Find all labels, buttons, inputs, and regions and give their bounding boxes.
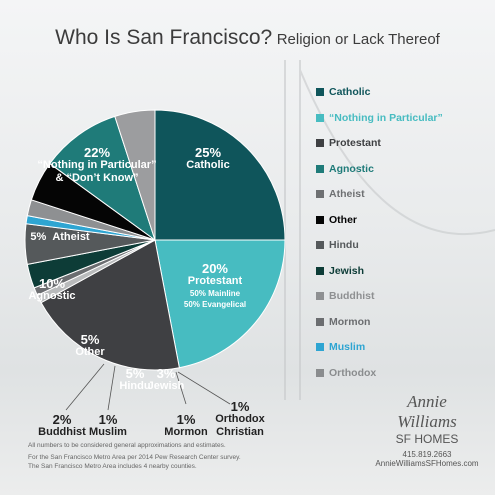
- legend-label: Agnostic: [329, 162, 374, 175]
- slice-label: 5% Hindu: [119, 367, 150, 393]
- slice-label: 1% Muslim: [89, 413, 127, 439]
- legend-swatch: [316, 164, 324, 173]
- legend-entry: Catholic: [316, 86, 370, 98]
- value-label: 1%: [98, 412, 118, 427]
- legend-entry: Buddhist: [316, 290, 375, 302]
- footnote: All numbers to be considered general app…: [28, 442, 226, 449]
- category-label: Agnostic: [28, 290, 76, 302]
- slice-label: 10% Agnostic: [28, 277, 75, 303]
- pie-slice: [40, 239, 180, 371]
- slice-note: 50% Mainline: [189, 289, 241, 298]
- legend-swatch: [316, 190, 324, 198]
- category-label: Orthodox Christian: [215, 413, 265, 438]
- legend-swatch: [316, 368, 324, 377]
- slice-label: 25% Catholic: [186, 146, 229, 172]
- legend-swatch: [316, 215, 324, 224]
- legend-swatch: [316, 139, 324, 147]
- legend-swatch: [316, 343, 324, 351]
- legend-entry: Atheist: [316, 188, 365, 200]
- legend-entry: Other: [316, 214, 357, 226]
- title-row: Who Is San Francisco? Religion or Lack T…: [0, 26, 495, 50]
- value-label: 1%: [230, 399, 250, 414]
- category-label: Mormon: [164, 426, 208, 438]
- legend-entry: Jewish: [316, 265, 364, 277]
- category-label: Other: [75, 346, 105, 358]
- slice-label: 3% Jewish: [148, 367, 185, 393]
- brand-web: AnnieWilliamsSFHomes.com: [375, 459, 479, 468]
- slice-label: 22% “Nothing in Particular” & “Don’t Know…: [37, 146, 157, 185]
- legend-label: Jewish: [329, 264, 365, 277]
- legend-label: Other: [329, 213, 358, 226]
- legend-label: Protestant: [329, 137, 381, 149]
- legend-swatch: [316, 317, 324, 326]
- chart-title: Who Is San Francisco?: [55, 26, 273, 49]
- legend-label: Muslim: [329, 341, 366, 353]
- value-label: 10%: [38, 276, 66, 291]
- brand-line: Annie: [407, 392, 447, 411]
- legend-label: “Nothing in Particular”: [329, 111, 443, 124]
- legend-entry: Orthodox: [316, 367, 376, 379]
- legend-swatch: [316, 88, 324, 96]
- chart-subtitle: Religion or Lack Thereof: [276, 31, 440, 48]
- category-label: Muslim: [89, 426, 127, 438]
- footnote: For the San Francisco Metro Area per 201…: [28, 454, 241, 461]
- slice-label: 20% Protestant 50% Mainline 50% Evangelical: [184, 262, 246, 310]
- value-label: 20%: [201, 261, 229, 276]
- legend-label: Atheist: [329, 188, 365, 200]
- category-label: Protestant: [187, 275, 243, 287]
- legend-entry: Muslim: [316, 341, 365, 353]
- pie-slice: [49, 115, 156, 242]
- brand-phone: 415.819.2663: [402, 450, 452, 459]
- slice-note: 50% Evangelical: [183, 300, 247, 309]
- legend-entry: “Nothing in Particular”: [316, 112, 443, 124]
- legend-entry: Mormon: [316, 316, 370, 328]
- value-label: 2%: [52, 412, 72, 427]
- leader-lines: [65, 363, 231, 411]
- value-label: 3%: [156, 366, 176, 381]
- legend-label: Mormon: [329, 315, 371, 328]
- slice-label: 2% Buddhist: [38, 413, 86, 439]
- slice-label: 5% Other: [75, 333, 104, 359]
- legend-label: Hindu: [329, 239, 359, 251]
- legend-swatch: [316, 292, 324, 300]
- pie-slice: [154, 239, 286, 369]
- category-label: “Nothing in Particular” & “Don’t Know”: [37, 159, 157, 184]
- legend-label: Buddhist: [329, 290, 375, 302]
- slice-label: 1% Mormon: [164, 413, 207, 439]
- slice-label: 5% Atheist: [30, 231, 89, 244]
- brand-line: SF HOMES: [395, 432, 459, 446]
- category-label: Hindu: [119, 380, 151, 392]
- pie-slice: [114, 109, 156, 241]
- slice-label: 1% Orthodox Christian: [210, 400, 270, 439]
- value-label: 5%: [80, 332, 100, 347]
- legend-label: Orthodox: [329, 366, 377, 379]
- legend-entry: Hindu: [316, 239, 359, 251]
- footnote: The San Francisco Metro Area includes 4 …: [28, 463, 197, 470]
- category-label: Catholic: [186, 159, 230, 171]
- brand: Annie Williams SF HOMES 415.819.2663 Ann…: [372, 392, 482, 468]
- brand-line: Williams: [397, 412, 457, 431]
- category-label: Buddhist: [38, 426, 86, 438]
- legend-swatch: [316, 113, 324, 122]
- legend-entry: Protestant: [316, 137, 381, 149]
- value-label: 5%: [30, 231, 47, 243]
- value-label: 22%: [83, 145, 111, 160]
- value-label: 5%: [125, 366, 145, 381]
- category-label: Atheist: [52, 231, 90, 243]
- legend-entry: Agnostic: [316, 163, 374, 175]
- pie: [24, 109, 286, 371]
- pie-slice: [154, 109, 286, 241]
- legend-swatch: [316, 241, 324, 249]
- category-label: Jewish: [147, 380, 185, 392]
- value-label: 1%: [176, 412, 196, 427]
- legend-label: Catholic: [329, 86, 371, 98]
- value-label: 25%: [194, 145, 222, 160]
- legend-swatch: [316, 266, 324, 275]
